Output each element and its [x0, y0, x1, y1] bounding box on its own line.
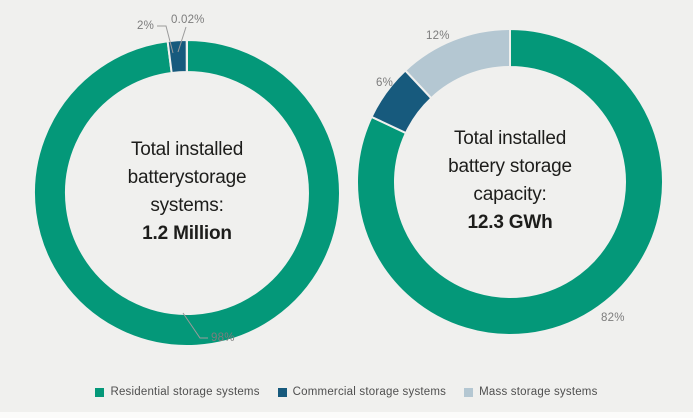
- leader-line-0-02pct: [177, 26, 187, 53]
- legend-item-residential: Residential storage systems: [95, 386, 259, 398]
- legend: Residential storage systems Commercial s…: [0, 386, 693, 398]
- right-center-line-3: capacity:: [473, 184, 547, 205]
- right-center-line-2: battery storage: [448, 156, 572, 177]
- left-donut-center-text: Total installed batterystorage systems: …: [67, 136, 307, 248]
- right-center-value: 12.3 GWh: [467, 212, 553, 233]
- right-residential-pct-label: 82%: [601, 312, 625, 324]
- left-mass-pct-label: 0.02%: [171, 14, 205, 26]
- left-commercial-pct-label: 2%: [136, 20, 154, 32]
- left-center-value: 1.2 Million: [142, 223, 232, 244]
- donut-segment-residential: [33, 38, 341, 347]
- right-center-line-1: Total installed: [453, 128, 567, 149]
- right-commercial-pct-label: 6%: [376, 77, 394, 89]
- right-donut-center-text: Total installed battery storage capacity…: [390, 125, 630, 237]
- commercial-swatch-icon: [277, 387, 287, 397]
- legend-label-mass: Mass storage systems: [479, 386, 598, 398]
- leader-line-98pct: [182, 312, 208, 339]
- legend-label-commercial: Commercial storage systems: [292, 386, 447, 398]
- legend-item-mass: Mass storage systems: [464, 386, 597, 398]
- legend-item-commercial: Commercial storage systems: [277, 386, 447, 398]
- residential-swatch-icon: [95, 387, 105, 397]
- left-center-line-3: systems:: [150, 195, 224, 216]
- left-center-line-1: Total installed: [130, 139, 244, 160]
- right-donut-chart: [356, 27, 664, 336]
- legend-label-residential: Residential storage systems: [110, 386, 260, 398]
- mass-swatch-icon: [464, 387, 474, 397]
- leader-line-2pct: [157, 25, 174, 54]
- footer-strip: [0, 412, 693, 418]
- donut-segment-residential: [356, 27, 664, 336]
- left-donut-chart: [33, 38, 341, 347]
- left-residential-pct-label: 98%: [211, 332, 235, 344]
- left-center-line-2: batterystorage: [127, 167, 247, 188]
- donut-segment-mass: [403, 27, 511, 100]
- right-mass-pct-label: 12%: [426, 30, 450, 42]
